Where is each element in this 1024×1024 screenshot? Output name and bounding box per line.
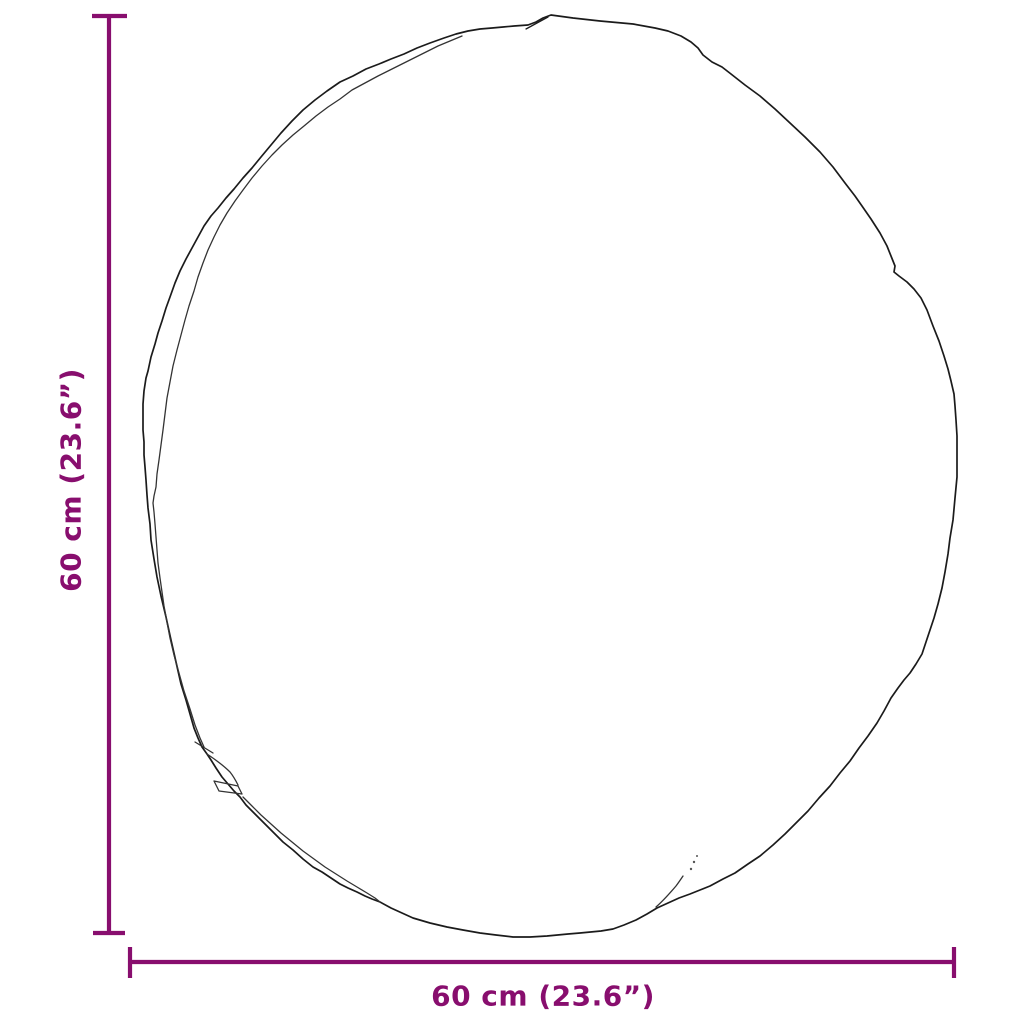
- stitch-dot: [689, 867, 693, 871]
- seam-lower-line: [242, 796, 381, 903]
- tag-stitch-dots: [689, 855, 698, 871]
- horizontal-dimension-label: 60 cm (23.6”): [431, 979, 655, 1013]
- cushion-outline: [142, 14, 958, 938]
- vertical-dimension-label: 60 cm (23.6”): [54, 368, 88, 592]
- stitch-dot: [692, 860, 696, 864]
- fold-pleat-shape: [213, 780, 243, 795]
- tag-stitch-line: [655, 875, 684, 908]
- cushion-top-ridge-line: [525, 16, 549, 30]
- seam-end-tick: [194, 741, 214, 754]
- stitch-dot: [696, 855, 698, 857]
- cushion-seam-group: [152, 35, 684, 908]
- cushion-outline-group: [142, 14, 958, 938]
- cushion-seam-line: [152, 35, 463, 748]
- fold-bulge-line: [206, 753, 239, 786]
- dimension-lines-group: [92, 13, 957, 978]
